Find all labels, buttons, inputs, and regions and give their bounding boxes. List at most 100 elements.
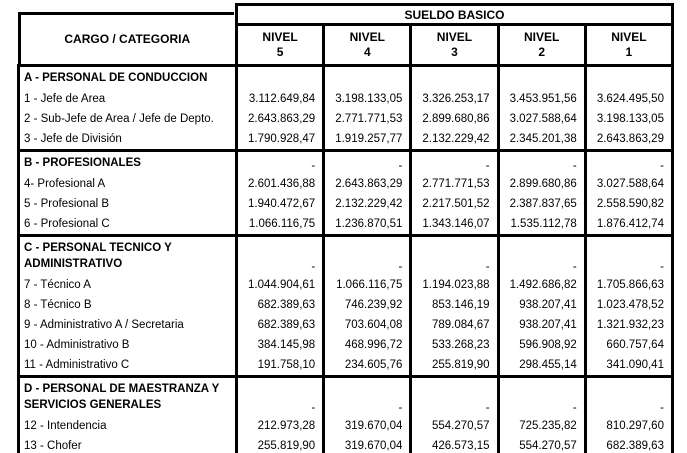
value-cell: 554.270,57 (409, 415, 500, 436)
table-row: 13 - Chofer 255.819,90 319.670,04 426.57… (17, 435, 674, 453)
value-cell: 682.389,63 (234, 314, 326, 335)
value-cell: 746.239,92 (322, 294, 413, 315)
value-cell: 1.321.932,23 (583, 314, 674, 335)
category-cell: 8 - Técnico B (17, 294, 238, 315)
category-cell: 1 - Jefe de Area (17, 88, 238, 109)
value-cell: 3.198.133,05 (583, 108, 674, 129)
section-header-value-cell: - (583, 233, 674, 275)
value-cell: 2.132.229,42 (322, 193, 413, 214)
sueldo-basico-header: SUELDO BASICO (235, 2, 674, 26)
value-cell: 682.389,63 (234, 294, 326, 315)
category-cell: 10 - Administrativo B (17, 334, 238, 355)
nivel-number: 2 (538, 44, 545, 59)
section-header-value-cell: - (583, 148, 674, 174)
section-title-cell: C - PERSONAL TECNICO Y ADMINISTRATIVO (17, 233, 238, 275)
value-cell: 853.146,19 (409, 294, 500, 315)
section-header-value-cell (496, 63, 587, 89)
value-cell: 1.066.116,75 (322, 274, 413, 295)
section-header-value-cell: - (322, 374, 413, 416)
table-row: 3 - Jefe de División 1.790.928,47 1.919.… (17, 128, 674, 150)
value-cell: 1.194.023,88 (409, 274, 500, 295)
section-header-value-cell: - (234, 374, 326, 416)
section-b-header-row: B - PROFESIONALES - - - - - (17, 148, 674, 174)
value-cell: 596.908,92 (496, 334, 587, 355)
category-cell: 11 - Administrativo C (17, 354, 238, 376)
corner-cell: CARGO / CATEGORIA (17, 5, 237, 66)
section-title-line: A - PERSONAL DE CONDUCCION (24, 71, 208, 84)
value-cell: 1.492.686,82 (496, 274, 587, 295)
value-cell: 3.453.951,56 (496, 88, 587, 109)
section-title-line: SERVICIOS GENERALES (24, 398, 162, 411)
nivel-label: NIVEL (436, 29, 473, 44)
section-header-value-cell: - (409, 374, 500, 416)
table-row: 9 - Administrativo A / Secretaria 682.38… (17, 314, 674, 335)
nivel-number: 5 (276, 44, 284, 59)
value-cell: 2.217.501,52 (409, 193, 500, 214)
section-title-cell: D - PERSONAL DE MAESTRANZA Y SERVICIOS G… (17, 374, 238, 416)
table-row: 6 - Profesional C 1.066.116,75 1.236.870… (17, 213, 674, 235)
section-a-header-row: A - PERSONAL DE CONDUCCION (17, 63, 674, 89)
category-cell: 3 - Jefe de División (17, 128, 238, 150)
section-title-cell: B - PROFESIONALES (17, 148, 238, 174)
value-cell: 1.790.928,47 (234, 128, 326, 150)
value-cell: 938.207,41 (496, 294, 587, 315)
section-header-value-cell (583, 63, 674, 89)
value-cell: 2.899.680,86 (496, 173, 587, 194)
value-cell: 1.023.478,52 (583, 294, 674, 315)
category-cell: 12 - Intendencia (17, 415, 238, 436)
value-cell: 810.297,60 (583, 415, 674, 436)
value-cell: 1.044.904,61 (234, 274, 326, 295)
section-header-value-cell: - (234, 233, 326, 275)
section-title-line: ADMINISTRATIVO (24, 257, 123, 270)
table-row: 5 - Profesional B 1.940.472,67 2.132.229… (17, 193, 674, 214)
nivel-label: NIVEL (523, 29, 560, 44)
value-cell: 255.819,90 (409, 354, 500, 376)
value-cell: 1.343.146,07 (409, 213, 500, 235)
section-title-line: B - PROFESIONALES (24, 156, 141, 169)
level-header-row: NIVEL 5 NIVEL 4 NIVEL 3 NIVEL 2 NIVEL (19, 23, 674, 67)
value-cell: 3.198.133,05 (322, 88, 413, 109)
section-header-value-cell: - (496, 233, 587, 275)
category-cell: 7 - Técnico A (17, 274, 238, 295)
value-cell: 468.996,72 (322, 334, 413, 355)
category-cell: 6 - Profesional C (17, 213, 238, 235)
value-cell: 682.389,63 (583, 435, 674, 453)
cargo-categoria-header: CARGO / CATEGORIA (17, 11, 234, 64)
table-row: 8 - Técnico B 682.389,63 746.239,92 853.… (17, 294, 674, 315)
nivel-number: 3 (451, 44, 458, 59)
value-cell: 319.670,04 (322, 415, 413, 436)
category-cell: 5 - Profesional B (17, 193, 238, 214)
section-header-value-cell: - (322, 233, 413, 275)
section-title-line: C - PERSONAL TECNICO Y (24, 241, 172, 254)
category-cell: 2 - Sub-Jefe de Area / Jefe de Depto. (17, 108, 238, 129)
value-cell: 1.876.412,74 (583, 213, 674, 235)
value-cell: 212.973,28 (234, 415, 326, 436)
table-row: 4- Profesional A 2.601.436,88 2.643.863,… (17, 173, 674, 194)
category-cell: 4- Profesional A (17, 173, 238, 194)
value-cell: 2.132.229,42 (409, 128, 500, 150)
nivel-number: 1 (625, 44, 633, 59)
value-cell: 2.899.680,86 (409, 108, 500, 129)
salary-scale-table: CARGO / CATEGORIA SUELDO BASICO NIVEL 5 … (17, 2, 674, 453)
nivel-label: NIVEL (611, 29, 647, 44)
value-cell: 2.643.863,29 (234, 108, 326, 129)
value-cell: 533.268,23 (409, 334, 500, 355)
section-title-cell: A - PERSONAL DE CONDUCCION (17, 63, 238, 89)
value-cell: 703.604,08 (322, 314, 413, 335)
value-cell: 255.819,90 (234, 435, 326, 453)
section-header-value-cell: - (496, 374, 587, 416)
table-row: 1 - Jefe de Area 3.112.649,84 3.198.133,… (17, 88, 674, 109)
section-header-value-cell: - (583, 374, 674, 416)
category-cell: 13 - Chofer (17, 435, 238, 453)
section-title-line: D - PERSONAL DE MAESTRANZA Y (24, 382, 220, 395)
nivel-2-header: NIVEL 2 (496, 23, 587, 67)
value-cell: 1.705.866,63 (583, 274, 674, 295)
value-cell: 234.605,76 (322, 354, 413, 376)
value-cell: 725.235,82 (496, 415, 587, 436)
section-d-header-row: D - PERSONAL DE MAESTRANZA Y SERVICIOS G… (17, 374, 674, 416)
section-header-value-cell: - (409, 233, 500, 275)
value-cell: 319.670,04 (322, 435, 413, 453)
table-row: 11 - Administrativo C 191.758,10 234.605… (17, 354, 674, 376)
value-cell: 3.027.588,64 (583, 173, 674, 194)
